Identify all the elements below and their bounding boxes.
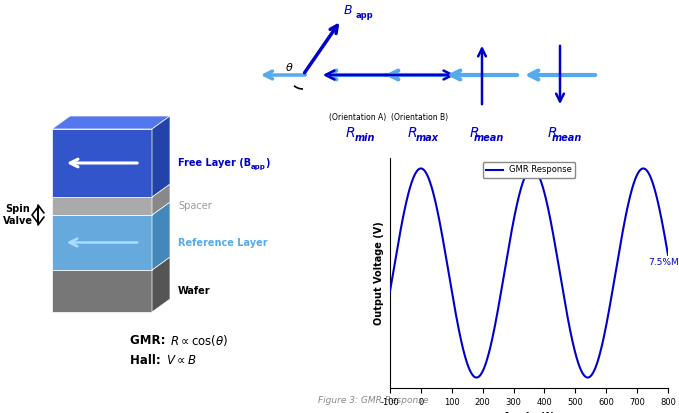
GMR Response [605,307,613,312]
Polygon shape [152,257,170,312]
GMR Response [400,209,408,214]
Text: (Orientation A): (Orientation A) [329,113,386,122]
Text: $\it{R}$: $\it{R}$ [407,126,417,140]
Text: $\theta$: $\theta$ [285,61,293,73]
Text: mean: mean [552,133,582,143]
Text: 7.5%MR: 7.5%MR [648,258,679,267]
GMR Response [473,375,481,380]
Polygon shape [52,129,152,197]
Text: Spacer: Spacer [178,201,212,211]
Text: $\it{R}$: $\it{R}$ [547,126,557,140]
Text: $V \propto B$: $V \propto B$ [166,354,196,366]
Polygon shape [52,202,170,215]
GMR Response [656,209,664,214]
GMR Response [656,210,664,215]
Polygon shape [52,197,152,215]
Polygon shape [52,116,170,129]
Polygon shape [152,184,170,215]
Legend: GMR Response: GMR Response [483,162,575,178]
Polygon shape [52,270,152,312]
Y-axis label: Output Voltage (V): Output Voltage (V) [374,221,384,325]
Polygon shape [152,202,170,270]
Text: Spin
Valve: Spin Valve [3,204,33,226]
Text: app: app [356,10,373,19]
Polygon shape [52,184,170,197]
Text: mean: mean [474,133,504,143]
Polygon shape [52,257,170,270]
Text: min: min [354,133,375,143]
Text: Wafer: Wafer [178,286,210,296]
Text: GMR:: GMR: [130,334,170,347]
Text: $R \propto \cos(\theta)$: $R \propto \cos(\theta)$ [170,332,228,347]
GMR Response [417,166,425,171]
GMR Response [514,197,522,202]
Text: $B$: $B$ [343,3,353,17]
GMR Response [386,289,394,294]
Text: (Orientation B): (Orientation B) [391,113,449,122]
GMR Response [521,173,530,178]
Text: ): ) [265,158,270,168]
Polygon shape [152,116,170,197]
Text: app: app [251,164,266,170]
Text: $\it{R}$: $\it{R}$ [469,126,479,140]
Text: Hall:: Hall: [130,354,165,366]
Line: GMR Response: GMR Response [390,169,668,377]
Text: Free Layer (B: Free Layer (B [178,158,251,168]
Text: $\it{R}$: $\it{R}$ [345,126,355,140]
X-axis label: Angle (°): Angle (°) [503,412,555,413]
Text: max: max [416,133,439,143]
Text: Reference Layer: Reference Layer [178,237,268,247]
Text: Figure 3: GMR Response: Figure 3: GMR Response [318,396,428,405]
GMR Response [664,252,672,257]
Polygon shape [52,215,152,270]
